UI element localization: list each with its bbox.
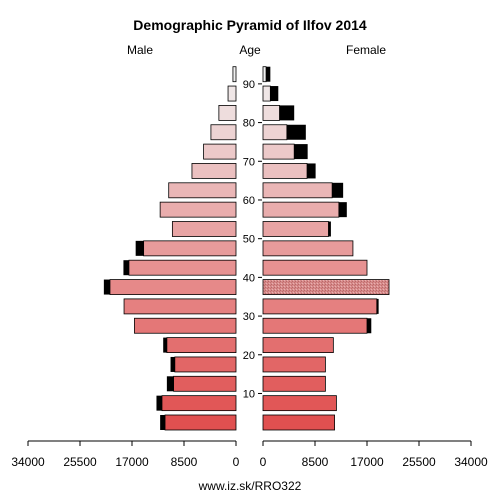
female-bar-35-39 [262,279,390,295]
female-bar-55-59 [262,201,340,218]
x-tick-male-34000: 34000 [11,455,45,469]
x-tick-male-8500: 8500 [171,455,198,469]
x-tick-female-25500: 25500 [402,455,436,469]
male-bar-40-44 [128,259,237,276]
female-extra-50-54 [328,221,331,237]
male-bar-20-24 [166,337,237,354]
female-extra-80-84 [279,105,295,121]
female-extra-75-79 [286,124,306,140]
male-extra-0-4 [160,415,166,430]
female-bar-25-29 [262,317,368,334]
male-extra-40-44 [123,260,129,276]
age-tick-20: 20 [243,350,255,362]
female-extra-55-59 [338,202,347,218]
age-tick-40: 40 [243,272,255,284]
age-tick-60: 60 [243,195,255,207]
female-bar-65-69 [262,163,308,179]
x-tick-female-0: 0 [260,455,267,469]
x-axis-ticks: 34000 25500 17000 8500 0 0 8500 17000 25500 34000 [11,441,488,469]
female-label: Female [346,43,386,57]
male-extra-5-9 [156,395,162,411]
male-bar-85-89 [227,85,237,102]
age-tick-10: 10 [243,388,255,400]
male-extra-20-24 [163,337,167,353]
age-tick-70: 70 [243,156,255,168]
female-extra-60-64 [332,182,344,198]
male-extra-15-19 [170,356,175,372]
female-bar-60-64 [262,182,333,199]
x-tick-male-25500: 25500 [63,455,97,469]
age-tick-80: 80 [243,118,255,130]
female-bar-50-54 [262,221,329,237]
female-bar-80-84 [262,105,280,121]
female-bar-15-19 [262,356,326,373]
age-axis: 10 20 30 40 50 60 70 80 90 [243,79,262,400]
male-extra-35-39 [103,279,110,295]
female-bar-90-94 [262,66,267,83]
male-bar-35-39 [109,279,237,295]
female-bar-10-14 [262,375,326,392]
male-bar-55-59 [159,201,237,218]
female-bar-85-89 [262,85,271,102]
source-label: www.iz.sk/RRO322 [198,479,302,493]
bars-group [103,66,390,431]
age-tick-50: 50 [243,234,255,246]
age-tick-90: 90 [243,79,255,91]
female-bar-0-4 [262,414,335,431]
female-extra-25-29 [367,318,372,334]
male-bar-30-34 [123,298,237,315]
male-extra-45-49 [135,240,144,256]
male-bar-80-84 [218,105,237,121]
male-bar-90-94 [232,66,237,83]
male-bar-75-79 [210,124,237,141]
chart-title: Demographic Pyramid of Ilfov 2014 [133,17,367,33]
age-tick-30: 30 [243,311,255,323]
female-bar-45-49 [262,240,354,257]
male-bar-0-4 [164,414,237,431]
male-extra-10-14 [166,376,174,392]
male-bar-5-9 [161,395,237,412]
female-bar-70-74 [262,143,295,160]
male-bar-15-19 [174,356,237,373]
female-extra-70-74 [294,144,308,160]
female-extra-65-69 [307,163,316,179]
female-bar-75-79 [262,124,288,141]
x-tick-male-17000: 17000 [115,455,149,469]
male-bar-45-49 [143,240,237,257]
female-bar-20-24 [262,337,334,354]
female-extra-30-34 [376,298,379,314]
male-bar-50-54 [171,221,237,237]
x-tick-female-17000: 17000 [350,455,384,469]
female-extra-90-94 [266,66,271,82]
x-tick-female-34000: 34000 [454,455,488,469]
male-label: Male [127,43,153,57]
male-bar-10-14 [173,375,237,392]
male-bar-25-29 [134,317,237,334]
x-tick-male-0: 0 [233,455,240,469]
x-tick-female-8500: 8500 [302,455,329,469]
age-label: Age [239,43,261,57]
female-extra-85-89 [270,86,279,102]
female-bar-40-44 [262,259,368,276]
female-bar-5-9 [262,395,337,412]
male-bar-60-64 [168,182,237,199]
male-bar-65-69 [191,163,237,179]
female-bar-30-34 [262,298,378,315]
male-bar-70-74 [203,143,237,160]
